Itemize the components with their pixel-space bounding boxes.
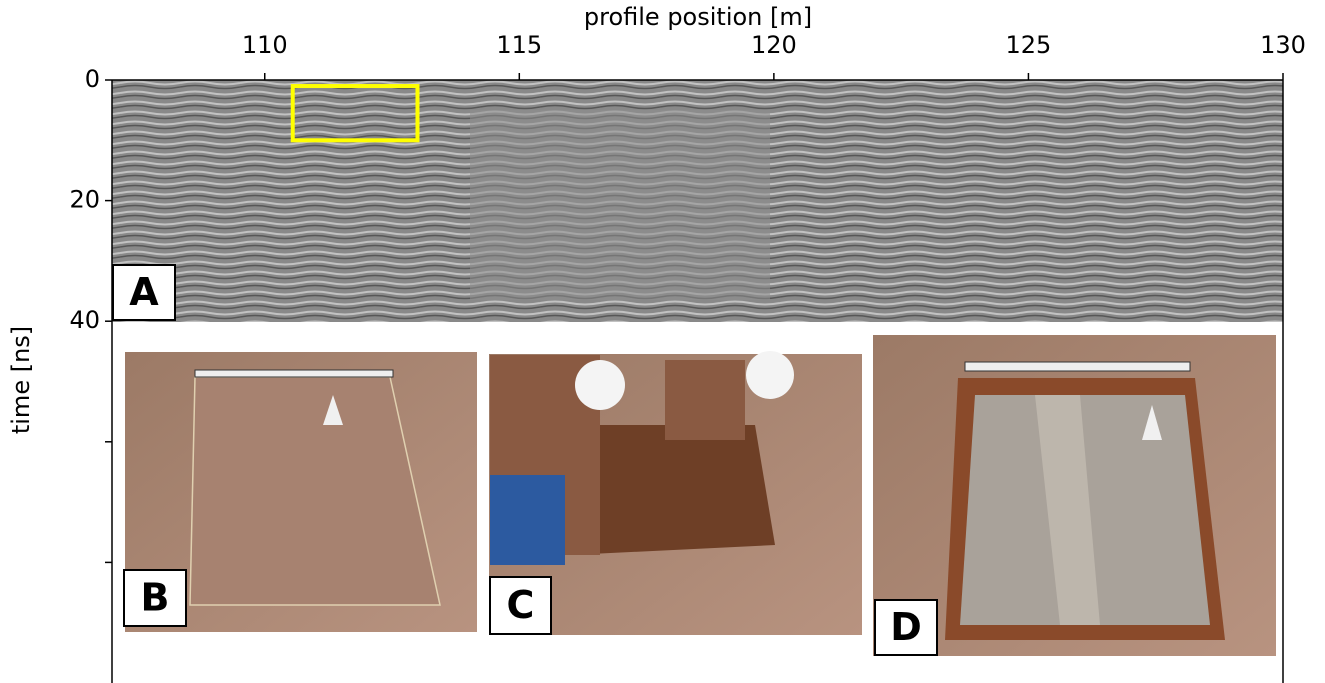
x-tick-label: 130 (1260, 31, 1306, 59)
worker-2 (665, 360, 745, 440)
x-tick-label: 125 (1006, 31, 1052, 59)
x-axis-label: profile position [m] (584, 3, 812, 31)
photo-c-pit (570, 425, 775, 555)
panel-label: D (890, 605, 922, 649)
page: {"chart_data": {"type": "image", "xlabel… (0, 0, 1325, 683)
y-tick-label: 20 (69, 186, 100, 214)
helmet-1 (575, 360, 625, 410)
radargram-quiet-zone (470, 110, 770, 300)
scale-bar (965, 362, 1190, 371)
scale-bar (195, 370, 393, 377)
radargram (112, 80, 1283, 322)
x-tick-label: 120 (751, 31, 797, 59)
worker-1-jeans (490, 475, 565, 565)
y-tick-label: 0 (85, 65, 100, 93)
figure: profile position [m] time [ns] 110 115 120… (0, 0, 1325, 683)
y-tick-label: 40 (69, 306, 100, 334)
x-tick-label: 110 (242, 31, 288, 59)
panel-label: C (507, 583, 535, 627)
panel-label: B (141, 576, 170, 620)
helmet-2 (746, 351, 794, 399)
x-tick-label: 115 (496, 31, 542, 59)
y-axis-label: time [ns] (7, 326, 35, 434)
panel-label: A (129, 270, 159, 314)
